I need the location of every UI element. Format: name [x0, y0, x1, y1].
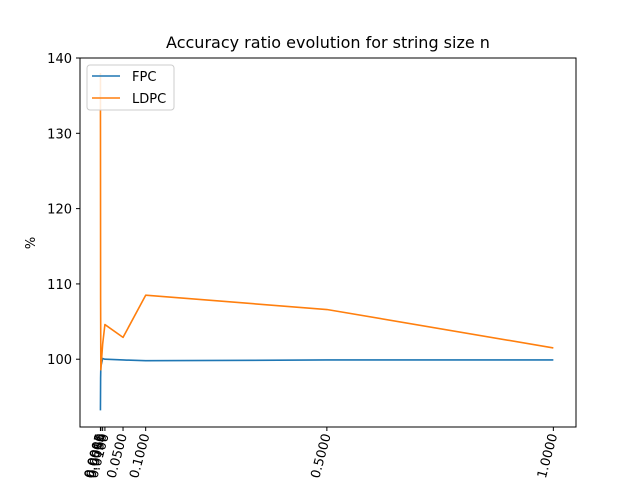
plot-frame [79, 57, 577, 428]
series-line-fpc [99, 357, 554, 411]
plot-area [99, 73, 554, 411]
y-axis: 100 110 120 130 140 [47, 52, 80, 368]
y-tick-label: 100 [47, 353, 72, 368]
legend-label-fpc: FPC [132, 70, 156, 85]
x-tick-label: 0.1000 [127, 432, 153, 480]
chart-title: Accuracy ratio evolution for string size… [166, 33, 490, 52]
x-tick-label: 0.5000 [308, 432, 334, 480]
y-tick-label: 140 [47, 52, 72, 67]
legend-label-ldpc: LDPC [132, 92, 166, 107]
x-axis: 0.00010.00050.00100.00500.01000.05000.10… [82, 427, 561, 480]
series-line-ldpc [99, 73, 554, 371]
y-tick-label: 120 [47, 203, 72, 218]
y-axis-label: % [24, 237, 39, 249]
y-tick-label: 130 [47, 127, 72, 142]
x-tick-label: 1.0000 [535, 432, 561, 480]
y-tick-label: 110 [47, 278, 72, 293]
legend: FPC LDPC [86, 64, 175, 111]
